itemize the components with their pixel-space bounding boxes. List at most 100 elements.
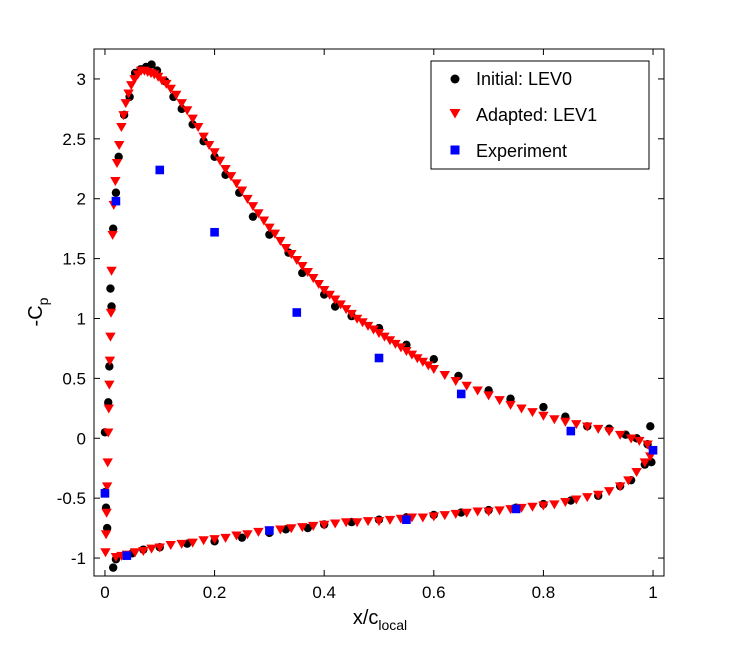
data-point-triangle-down (275, 236, 286, 246)
data-point-triangle-down (603, 487, 615, 497)
x-axis-label-subscript: local (378, 617, 407, 633)
data-point-triangle-down (154, 543, 165, 553)
data-point-square (100, 489, 110, 498)
data-point-triangle-down (242, 530, 253, 540)
legend-label-initial: Initial: LEV0 (476, 69, 572, 89)
data-point-triangle-down (111, 158, 123, 168)
data-point-square (374, 353, 384, 363)
data-point-circle (102, 523, 112, 533)
data-point-triangle-down (603, 427, 615, 437)
data-point-square (122, 551, 132, 560)
data-point-triangle-down (472, 386, 483, 396)
x-tick-label: 0.2 (203, 583, 227, 602)
data-marks (100, 60, 658, 572)
legend-marker-experiment (450, 145, 460, 155)
y-tick-label: 2.5 (62, 130, 86, 149)
data-point-triangle-down (423, 361, 434, 371)
data-point-triangle-down (308, 521, 319, 531)
data-point-triangle-down (362, 517, 374, 527)
data-point-triangle-down (593, 490, 604, 500)
data-point-triangle-down (176, 539, 187, 549)
data-point-triangle-down (373, 517, 385, 527)
data-point-triangle-down (538, 411, 549, 421)
data-point-triangle-down (308, 273, 319, 283)
data-point-triangle-down (329, 519, 341, 529)
data-point-triangle-down (103, 428, 114, 438)
data-point-triangle-down (582, 422, 593, 432)
data-point-triangle-down (110, 553, 122, 563)
data-point-triangle-down (384, 336, 396, 346)
data-point-square (648, 445, 658, 455)
data-point-triangle-down (104, 380, 115, 390)
data-point-triangle-down (138, 547, 149, 557)
data-point-triangle-down (286, 250, 297, 260)
data-point-triangle-down (428, 512, 440, 522)
data-point-triangle-down (120, 99, 131, 109)
data-point-triangle-down (198, 536, 209, 546)
x-axis-label-main: x/c (353, 607, 379, 629)
data-point-square (111, 196, 121, 206)
data-point-triangle-down (100, 548, 111, 558)
data-point-triangle-down (406, 350, 418, 360)
data-point-triangle-down (187, 114, 198, 124)
data-point-triangle-down (209, 535, 220, 545)
data-point-triangle-down (527, 502, 538, 512)
data-point-triangle-down (203, 141, 215, 151)
y-tick-label: 0 (77, 429, 86, 448)
data-point-triangle-down (483, 391, 494, 401)
data-point-square (402, 515, 411, 525)
y-axis-label-subscript: p (35, 297, 51, 305)
data-point-triangle-down (318, 520, 330, 530)
x-tick-label: 0.8 (532, 583, 556, 602)
data-point-triangle-down (439, 511, 450, 521)
data-point-triangle-down (483, 507, 494, 517)
data-point-circle (539, 402, 548, 412)
legend-label-experiment: Experiment (476, 141, 567, 161)
data-point-triangle-down (631, 467, 642, 477)
data-point-triangle-down (472, 507, 483, 517)
data-point-triangle-down (313, 279, 324, 289)
data-point-triangle-down (390, 339, 401, 349)
data-point-triangle-down (123, 89, 134, 99)
data-point-triangle-down (297, 523, 308, 533)
data-point-triangle-down (129, 548, 141, 558)
data-point-triangle-down (335, 300, 346, 310)
data-point-triangle-down (645, 452, 656, 462)
data-point-circle (111, 188, 121, 197)
data-point-triangle-down (368, 325, 379, 335)
legend-marker-adapted (449, 109, 461, 119)
data-point-triangle-down (634, 436, 645, 446)
data-point-triangle-down (527, 408, 538, 418)
y-axis-label-main: -C (25, 305, 47, 326)
data-point-triangle-down (549, 500, 560, 510)
legend-marker-initial (450, 74, 460, 84)
y-tick-label: 1 (77, 309, 86, 328)
data-point-circle (402, 340, 411, 350)
data-point-triangle-down (116, 123, 127, 133)
data-point-triangle-down (107, 230, 118, 240)
series-3 (100, 165, 658, 560)
x-tick-label: 0.4 (312, 583, 336, 602)
data-point-triangle-down (324, 290, 335, 300)
data-point-triangle-down (181, 106, 193, 116)
data-point-triangle-down (220, 533, 231, 543)
data-point-circle (646, 422, 655, 431)
data-point-triangle-down (214, 156, 226, 166)
data-point-triangle-down (450, 509, 461, 519)
data-point-triangle-down (379, 332, 390, 342)
data-point-triangle-down (450, 376, 461, 386)
legend-box (430, 60, 650, 170)
data-point-circle (108, 224, 118, 233)
data-point-triangle-down (220, 164, 231, 174)
x-tick-label: 0 (100, 583, 109, 602)
data-point-triangle-down (161, 79, 172, 89)
data-point-triangle-down (105, 332, 116, 342)
data-point-triangle-down (297, 261, 308, 271)
data-point-triangle-down (417, 357, 429, 367)
data-point-triangle-down (105, 308, 117, 318)
data-point-triangle-down (505, 400, 516, 410)
data-point-triangle-down (101, 508, 112, 518)
data-point-square (511, 504, 521, 514)
y-tick-label: -0.5 (57, 489, 86, 508)
data-point-triangle-down (373, 329, 385, 339)
